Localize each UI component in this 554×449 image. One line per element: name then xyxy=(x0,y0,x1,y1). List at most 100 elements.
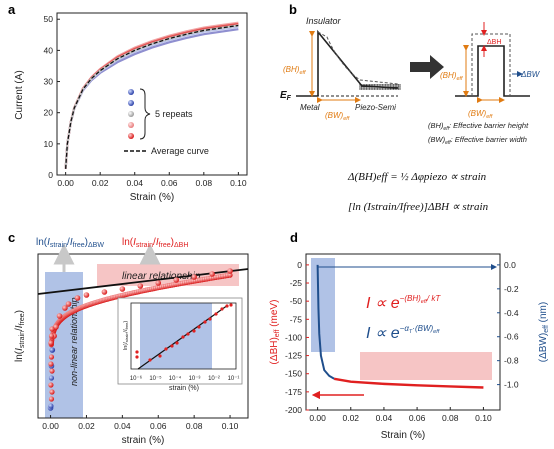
note-barrier-width: (BW)eff: Effective barrier width xyxy=(428,135,527,146)
data-point xyxy=(65,301,72,307)
data-point xyxy=(53,324,59,330)
inset-point xyxy=(135,355,139,359)
x-tick-label-c: 0.08 xyxy=(186,421,203,431)
axis-ticks-a: 0.00 0.02 0.04 0.06 0.08 0.10 0 10 20 30 40 50 xyxy=(44,14,247,188)
inset-points xyxy=(135,303,233,362)
x-tick-label-a: 0.08 xyxy=(196,178,213,188)
inset-region xyxy=(140,303,212,369)
data-point xyxy=(74,295,81,301)
band-dot xyxy=(367,88,369,90)
x-tick-label-c: 0.02 xyxy=(78,421,95,431)
x-axis-label-c: strain (%) xyxy=(122,435,165,446)
panel-d: d 0.00 0.02 0.04 0.06 0.08 0.10 0 -25 -50 -75 -100… xyxy=(269,230,550,441)
band-dot xyxy=(381,84,384,86)
band-dot xyxy=(381,88,384,90)
inset-x-tick-label: 10⁻¹ xyxy=(228,376,240,382)
band-dot xyxy=(359,84,361,86)
y-tick-label-a: 50 xyxy=(44,14,54,24)
note-barrier-height: (BH)eff: Effective barrier height xyxy=(428,121,529,132)
band-dot xyxy=(373,84,376,86)
band-dot xyxy=(368,86,371,88)
band-dot xyxy=(364,84,366,86)
band-dot xyxy=(360,86,363,88)
barrier-profile-strained xyxy=(317,31,399,85)
data-point xyxy=(48,333,55,339)
data-point xyxy=(49,326,55,332)
metal-label: Metal xyxy=(300,103,320,112)
x-tick-label-d: 0.06 xyxy=(409,413,426,423)
y-axis-label-a: Current (A) xyxy=(14,70,25,119)
band-dot xyxy=(360,84,363,86)
band-dot xyxy=(370,84,372,86)
panel-letter-b: b xyxy=(289,2,297,17)
band-dot xyxy=(397,86,400,88)
band-dot xyxy=(380,84,382,86)
equation-bh-current: I ∝ e−(BH)eff/ kT xyxy=(366,294,441,312)
data-point xyxy=(48,396,55,402)
band-dot xyxy=(370,88,372,90)
x-tick-label-c: 0.00 xyxy=(42,421,59,431)
legend-marker-2 xyxy=(128,100,134,106)
barrier-width-label: (BW)eff xyxy=(325,111,350,122)
band-dot xyxy=(359,88,361,90)
data-d xyxy=(316,264,484,389)
band-dot xyxy=(388,88,390,90)
band-dot xyxy=(399,84,401,86)
legend-marker-1 xyxy=(128,89,134,95)
band-dot xyxy=(392,86,395,88)
band-dot xyxy=(389,84,392,86)
data-point xyxy=(49,389,55,395)
inset-x-tick-label: 10⁻³ xyxy=(189,376,201,382)
inset-point xyxy=(192,329,196,333)
band-dot xyxy=(365,86,368,88)
equation-delta-bh: Δ(BH)eff = ½ Δφpiezo ∝ strain xyxy=(347,171,487,183)
inset-x-tick-label: 10⁻⁴ xyxy=(169,375,182,382)
rect-bh-label: (BH)eff xyxy=(440,71,463,82)
band-dot xyxy=(391,86,393,88)
curves-a xyxy=(64,21,239,169)
band-dot xyxy=(375,86,377,88)
band-dot xyxy=(370,86,372,88)
x-tick-label-d: 0.00 xyxy=(309,413,326,423)
band-dot xyxy=(376,86,379,88)
y-tick-label-right-d: -0.4 xyxy=(504,308,519,318)
inset-point xyxy=(220,307,224,311)
inset-point xyxy=(148,358,152,362)
data-point xyxy=(56,313,63,319)
x-axis-label-d: Strain (%) xyxy=(381,430,425,441)
band-dot xyxy=(388,86,390,88)
y-tick-label-left-d: -25 xyxy=(290,278,303,288)
rect-barrier-strained xyxy=(471,33,511,96)
inset-point xyxy=(175,341,179,345)
y-tick-label-left-d: -175 xyxy=(285,387,302,397)
inset-point xyxy=(186,332,190,336)
y-tick-label-right-d: -1.0 xyxy=(504,380,519,390)
rect-barrier xyxy=(455,45,530,97)
insulator-label: Insulator xyxy=(306,16,342,26)
x-tick-label-a: 0.00 xyxy=(57,178,74,188)
data-point xyxy=(48,403,54,409)
y-tick-label-a: 10 xyxy=(44,139,54,149)
legend-marker-3 xyxy=(128,111,134,117)
data-point xyxy=(119,286,126,292)
data-point xyxy=(209,271,215,277)
band-dot xyxy=(394,86,396,88)
inset-point xyxy=(170,344,174,348)
barrier-profile xyxy=(317,29,399,96)
data-point xyxy=(48,375,55,381)
data-point xyxy=(83,292,90,298)
data-point xyxy=(49,368,55,374)
inset-point xyxy=(214,312,218,316)
inset-plot-frame xyxy=(130,302,237,370)
band-dot xyxy=(392,88,395,90)
bh-curve xyxy=(333,377,484,389)
bh-region-d xyxy=(360,352,492,380)
data-point xyxy=(155,280,162,286)
transform-arrow-icon xyxy=(410,55,444,79)
inset-x-tick-label: 10⁻⁵ xyxy=(149,375,162,382)
data-point xyxy=(48,361,54,367)
band-dot xyxy=(373,86,376,88)
band-dot xyxy=(378,86,380,88)
inset-point xyxy=(197,325,201,329)
